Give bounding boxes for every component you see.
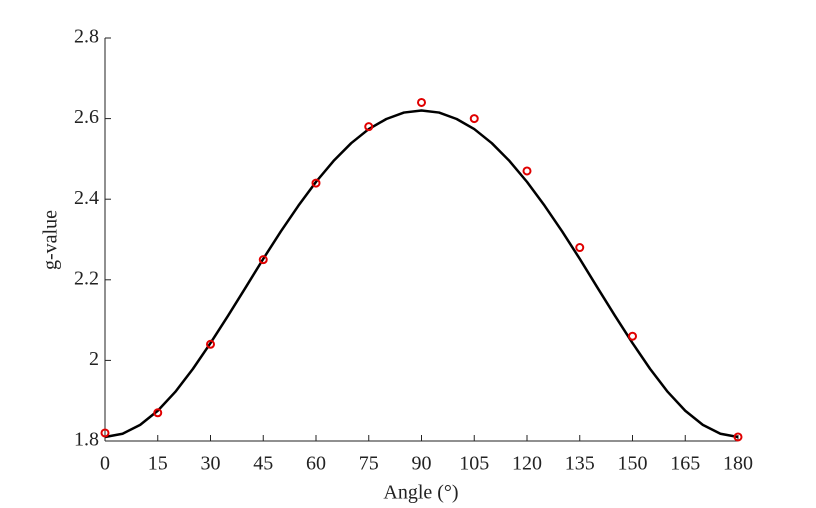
y-tick-label: 2.2 — [74, 267, 99, 289]
x-tick-label: 120 — [512, 453, 542, 475]
x-tick-label: 150 — [618, 453, 648, 475]
data-point — [364, 122, 374, 132]
y-tick-label: 2.4 — [74, 187, 99, 209]
data-point — [469, 114, 479, 124]
x-tick-label: 30 — [201, 453, 221, 475]
data-point — [522, 166, 532, 176]
y-tick-label: 1.8 — [74, 429, 99, 451]
x-tick-label: 45 — [253, 453, 273, 475]
data-point — [575, 243, 585, 253]
x-axis-label: Angle (°) — [383, 482, 458, 504]
data-point — [733, 432, 743, 442]
x-tick-label: 180 — [723, 453, 753, 475]
data-point — [311, 178, 321, 188]
x-tick-label: 0 — [100, 453, 110, 475]
x-tick-label: 15 — [148, 453, 168, 475]
data-point — [206, 339, 215, 349]
x-tick-label: 135 — [565, 453, 595, 475]
data-point — [100, 428, 110, 438]
data-point — [153, 408, 163, 418]
y-tick-label: 2 — [89, 348, 99, 370]
x-tick-label: 60 — [306, 453, 326, 475]
data-point — [628, 331, 637, 341]
x-tick-label: 90 — [412, 453, 432, 475]
data-point — [417, 97, 426, 107]
x-tick-label: 75 — [359, 453, 379, 475]
x-tick-label: 105 — [459, 453, 489, 475]
y-tick-label: 2.6 — [74, 106, 99, 128]
data-point — [258, 255, 268, 265]
fit-line — [104, 109, 739, 439]
x-tick-label: 165 — [670, 453, 700, 475]
y-tick-label: 2.8 — [74, 26, 99, 48]
y-axis-label: g-value — [40, 210, 62, 270]
